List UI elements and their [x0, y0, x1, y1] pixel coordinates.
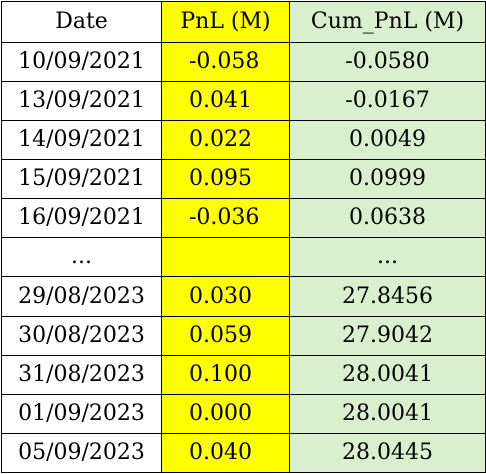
cum-pnl-cell: 0.0638: [289, 198, 486, 239]
cum-pnl-cell: -0.0167: [289, 81, 486, 122]
pnl-cell: -0.036: [161, 198, 290, 239]
pnl-cell: [161, 237, 290, 278]
pnl-cell: 0.059: [161, 315, 290, 356]
header-cum-pnl: Cum_PnL (M): [289, 1, 486, 43]
pnl-cell: 0.095: [161, 159, 290, 200]
ellipsis-row: ... ...: [1, 237, 486, 278]
cum-pnl-cell: 27.8456: [289, 276, 486, 317]
date-cell: 14/09/2021: [1, 120, 162, 161]
pnl-cell: 0.100: [161, 354, 290, 395]
header-row: Date PnL (M) Cum_PnL (M): [1, 1, 486, 43]
table-row: 01/09/2023 0.000 28.0041: [1, 393, 486, 434]
date-cell: 16/09/2021: [1, 198, 162, 239]
date-cell: ...: [1, 237, 162, 278]
cum-pnl-cell: ...: [289, 237, 486, 278]
cum-pnl-cell: -0.0580: [289, 41, 486, 83]
date-cell: 13/09/2021: [1, 81, 162, 122]
pnl-cell: -0.058: [161, 41, 290, 83]
cum-pnl-cell: 27.9042: [289, 315, 486, 356]
table-row: 10/09/2021 -0.058 -0.0580: [1, 41, 486, 83]
table-row: 13/09/2021 0.041 -0.0167: [1, 81, 486, 122]
date-cell: 01/09/2023: [1, 393, 162, 434]
header-date: Date: [1, 1, 162, 43]
cum-pnl-cell: 28.0041: [289, 393, 486, 434]
date-cell: 31/08/2023: [1, 354, 162, 395]
table-row: 15/09/2021 0.095 0.0999: [1, 159, 486, 200]
date-cell: 15/09/2021: [1, 159, 162, 200]
pnl-cell: 0.030: [161, 276, 290, 317]
pnl-cell: 0.022: [161, 120, 290, 161]
table-body: 10/09/2021 -0.058 -0.0580 13/09/2021 0.0…: [1, 41, 486, 474]
table-header: Date PnL (M) Cum_PnL (M): [1, 1, 486, 43]
cum-pnl-cell: 28.0041: [289, 354, 486, 395]
date-cell: 30/08/2023: [1, 315, 162, 356]
table-row: 14/09/2021 0.022 0.0049: [1, 120, 486, 161]
header-pnl: PnL (M): [161, 1, 290, 43]
date-cell: 10/09/2021: [1, 41, 162, 83]
cum-pnl-cell: 0.0999: [289, 159, 486, 200]
table-row: 16/09/2021 -0.036 0.0638: [1, 198, 486, 239]
pnl-cell: 0.000: [161, 393, 290, 434]
cum-pnl-cell: 28.0445: [289, 432, 486, 474]
table-row: 31/08/2023 0.100 28.0041: [1, 354, 486, 395]
table-row: 05/09/2023 0.040 28.0445: [1, 432, 486, 474]
date-cell: 05/09/2023: [1, 432, 162, 474]
table-row: 29/08/2023 0.030 27.8456: [1, 276, 486, 317]
pnl-cell: 0.041: [161, 81, 290, 122]
cum-pnl-cell: 0.0049: [289, 120, 486, 161]
pnl-cell: 0.040: [161, 432, 290, 474]
table-row: 30/08/2023 0.059 27.9042: [1, 315, 486, 356]
date-cell: 29/08/2023: [1, 276, 162, 317]
